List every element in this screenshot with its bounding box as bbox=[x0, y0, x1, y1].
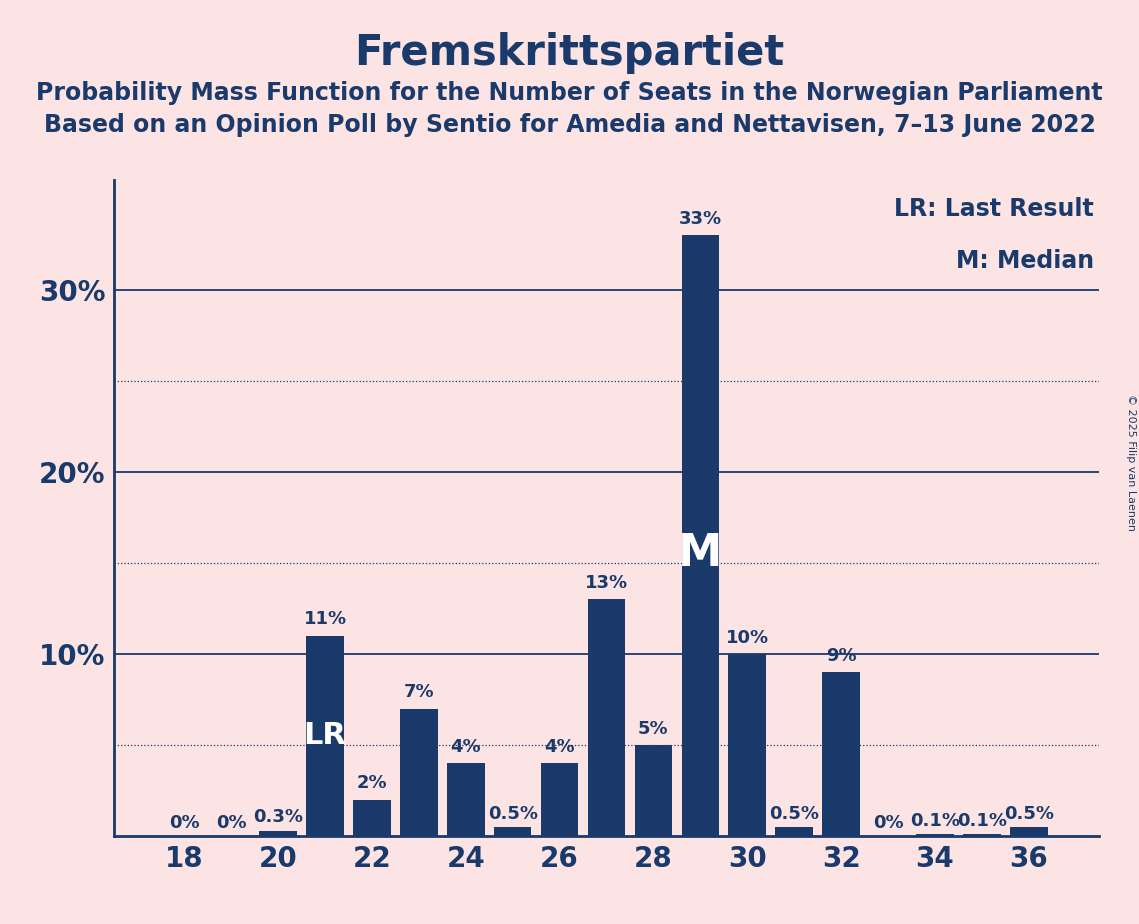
Text: M: Median: M: Median bbox=[956, 249, 1095, 274]
Bar bbox=[400, 709, 437, 836]
Bar bbox=[776, 827, 813, 836]
Bar bbox=[494, 827, 532, 836]
Text: M: M bbox=[678, 532, 722, 575]
Text: 10%: 10% bbox=[726, 628, 769, 647]
Text: Fremskrittspartiet: Fremskrittspartiet bbox=[354, 32, 785, 74]
Text: Probability Mass Function for the Number of Seats in the Norwegian Parliament: Probability Mass Function for the Number… bbox=[36, 81, 1103, 105]
Bar bbox=[1010, 827, 1048, 836]
Text: 0.5%: 0.5% bbox=[769, 805, 819, 822]
Text: 0.5%: 0.5% bbox=[487, 805, 538, 822]
Text: Based on an Opinion Poll by Sentio for Amedia and Nettavisen, 7–13 June 2022: Based on an Opinion Poll by Sentio for A… bbox=[43, 113, 1096, 137]
Bar bbox=[306, 636, 344, 836]
Text: 33%: 33% bbox=[679, 210, 722, 227]
Text: 4%: 4% bbox=[450, 738, 481, 756]
Text: 0.1%: 0.1% bbox=[957, 812, 1007, 830]
Text: 13%: 13% bbox=[585, 574, 628, 592]
Text: 5%: 5% bbox=[638, 720, 669, 737]
Bar bbox=[260, 831, 297, 836]
Bar bbox=[822, 673, 860, 836]
Text: 2%: 2% bbox=[357, 774, 387, 793]
Text: 0%: 0% bbox=[216, 814, 246, 832]
Bar bbox=[729, 654, 767, 836]
Text: 0.3%: 0.3% bbox=[253, 808, 303, 826]
Text: 11%: 11% bbox=[303, 611, 346, 628]
Bar bbox=[588, 600, 625, 836]
Text: 0%: 0% bbox=[872, 814, 903, 832]
Bar bbox=[916, 834, 953, 836]
Text: LR: Last Result: LR: Last Result bbox=[894, 197, 1095, 221]
Text: 4%: 4% bbox=[544, 738, 575, 756]
Text: 0.1%: 0.1% bbox=[910, 812, 960, 830]
Text: 7%: 7% bbox=[403, 684, 434, 701]
Text: © 2025 Filip van Laenen: © 2025 Filip van Laenen bbox=[1126, 394, 1136, 530]
Bar bbox=[634, 745, 672, 836]
Bar bbox=[353, 800, 391, 836]
Bar bbox=[446, 763, 484, 836]
Text: 9%: 9% bbox=[826, 647, 857, 665]
Text: 0%: 0% bbox=[169, 814, 199, 832]
Bar bbox=[964, 834, 1001, 836]
Bar bbox=[681, 235, 719, 836]
Bar bbox=[541, 763, 579, 836]
Text: 0.5%: 0.5% bbox=[1003, 805, 1054, 822]
Text: LR: LR bbox=[304, 722, 346, 750]
